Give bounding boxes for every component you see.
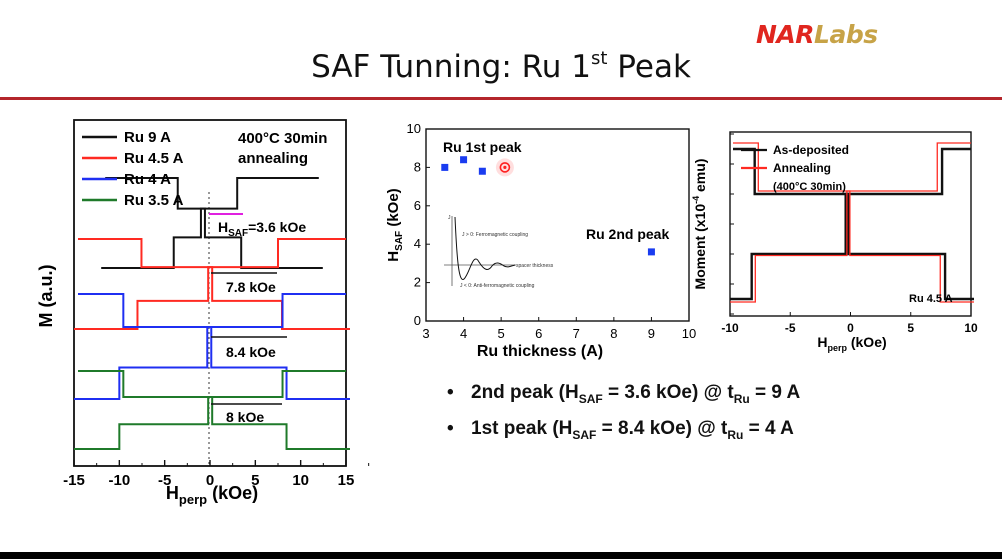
x-tick-label: 7 [573, 326, 580, 341]
title-divider [0, 97, 1002, 100]
x-tick-label: -5 [785, 321, 796, 335]
range-label-3p5: 8 kOe [226, 409, 264, 425]
series-line-return [78, 293, 350, 400]
range-label-4p5: 7.8 kOe [226, 279, 276, 295]
x-tick-label: -10 [721, 321, 739, 335]
annotation-anneal-2: annealing [238, 150, 308, 167]
y-tick-label: 10 [407, 121, 421, 136]
series-line-return [78, 370, 350, 450]
title-tail: Peak [607, 49, 691, 85]
x-tick-label: 8 [610, 326, 617, 341]
rkky-inset: J > 0: Ferromagnetic coupling J < 0: Ant… [444, 215, 554, 289]
legend-label: Ru 3.5 A [124, 192, 184, 209]
x-tick-label: 6 [535, 326, 542, 341]
x-axis-label: Ru thickness (A) [477, 343, 603, 360]
x-axis-label: Hperp (kOe) [166, 483, 258, 507]
data-point [441, 163, 449, 171]
svg-text:J: J [448, 215, 451, 221]
series-line-return [733, 147, 974, 301]
slide-title: SAF Tunning: Ru 1st Peak [0, 48, 1002, 85]
svg-text:spacer thickness: spacer thickness [516, 263, 554, 269]
x-tick-label: 10 [682, 326, 696, 341]
legend-label: Ru 4 A [124, 171, 171, 188]
x-tick-label: 9 [648, 326, 655, 341]
svg-text:J < 0: Anti-ferromagnetic coup: J < 0: Anti-ferromagnetic coupling [460, 283, 535, 289]
x-axis-label: Hperp (kOe) [817, 334, 886, 353]
svg-text:J > 0: Ferromagnetic coupling: J > 0: Ferromagnetic coupling [462, 232, 528, 238]
bullet-first-peak: • 1st peak (HSAF = 8.4 kOe) @ tRu = 4 A [447, 417, 794, 442]
first-peak-label: Ru 1st peak [443, 139, 522, 155]
y-axis-label: M (a.u.) [36, 265, 56, 328]
x-tick-label: 10 [292, 472, 309, 489]
data-point-highlight-center [503, 165, 507, 169]
y-tick-label: 6 [414, 198, 421, 213]
plot-frame [425, 128, 690, 322]
x-tick-label: 5 [907, 321, 914, 335]
summary-bullets: • 2nd peak (HSAF = 3.6 kOe) @ tRu = 9 A •… [447, 378, 800, 450]
x-tick-label: -10 [108, 472, 130, 489]
legend-label: Annealing [773, 161, 831, 175]
y-tick-label: 2 [414, 275, 421, 290]
legend-label: Ru 4.5 A [124, 150, 184, 167]
x-tick-label: 0 [847, 321, 854, 335]
y-axis-label: HSAF (kOe) [385, 188, 405, 261]
series-line-return [78, 238, 350, 330]
y-tick-label: 4 [414, 236, 421, 251]
x-tick-label: 10 [964, 321, 978, 335]
series-line-return [733, 142, 974, 303]
y-tick-label: 0 [414, 313, 421, 328]
legend-label: Ru 9 A [124, 129, 171, 146]
title-sup: st [591, 48, 608, 69]
hsaf-label: HSAF=3.6 kOe [218, 219, 306, 239]
range-label-4: 8.4 kOe [226, 344, 276, 360]
legend-label: As-deposited [773, 143, 849, 157]
data-point [478, 167, 486, 175]
x-tick-label: 0 [206, 472, 214, 489]
title-main: SAF Tunning: Ru 1 [311, 49, 592, 85]
annotation-anneal-1: 400°C 30min [238, 130, 327, 147]
bullet-second-peak: • 2nd peak (HSAF = 3.6 kOe) @ tRu = 9 A [447, 382, 801, 406]
data-point-highlight [499, 162, 511, 173]
sample-label: Ru 4.5 A [909, 293, 953, 305]
x-tick-label: 5 [251, 472, 259, 489]
legend-note: (400°C 30min) [773, 181, 846, 193]
x-tick-label: 3 [422, 326, 429, 341]
y-axis-label: Moment (x10-4 emu) [691, 159, 708, 290]
x-tick-label: -5 [158, 472, 171, 489]
x-tick-label: 15 [338, 472, 355, 489]
y-tick-label: 8 [414, 159, 421, 174]
data-point [647, 248, 655, 256]
x-tick-label: 5 [498, 326, 505, 341]
data-point [460, 156, 468, 164]
x-tick-label: -15 [63, 472, 85, 489]
second-peak-label: Ru 2nd peak [586, 226, 669, 242]
narlabs-logo: NARLabs [756, 20, 878, 49]
x-tick-label: 4 [460, 326, 467, 341]
